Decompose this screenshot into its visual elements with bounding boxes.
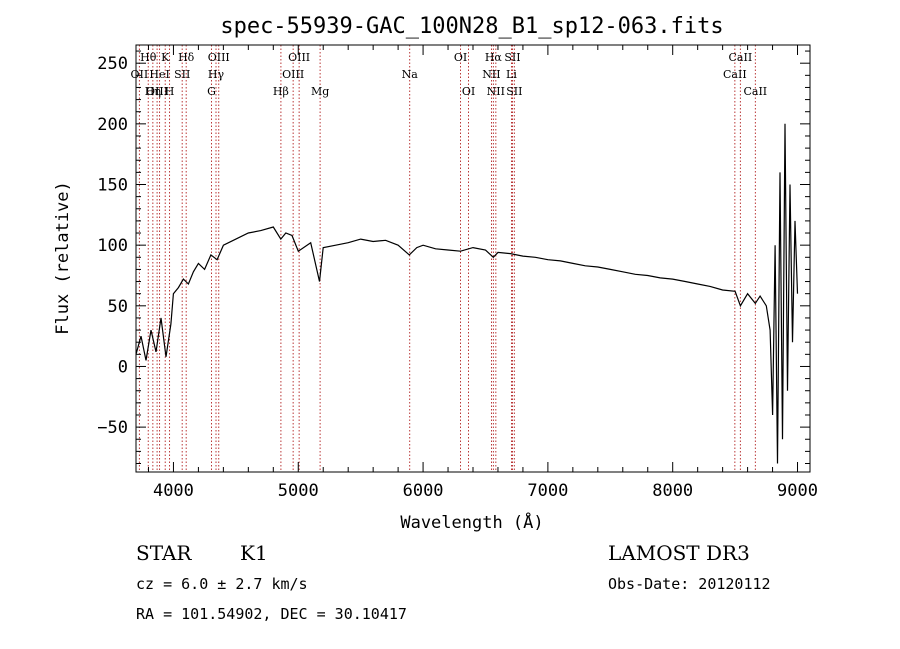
- survey-name: LAMOST DR3: [608, 541, 750, 565]
- line-label-14: Hβ: [273, 85, 289, 98]
- line-label-15: Mg: [311, 85, 329, 98]
- line-label-26: CaII: [723, 68, 747, 81]
- x-tick-label-4000: 4000: [153, 481, 194, 501]
- line-label-6: Hδ: [178, 51, 195, 64]
- x-tick-label-5000: 5000: [278, 481, 319, 501]
- line-label-10: Hγ: [208, 68, 225, 81]
- line-label-17: OI: [454, 51, 467, 64]
- coordinates: RA = 101.54902, DEC = 30.10417: [136, 605, 407, 623]
- line-label-25: CaII: [729, 51, 753, 64]
- line-label-20: NII: [482, 68, 500, 81]
- line-label-0: Hθ: [140, 51, 157, 64]
- line-label-24: SII: [506, 85, 522, 98]
- line-label-4: HeI: [149, 68, 169, 81]
- y-tick-label--50: −50: [97, 418, 128, 438]
- line-label-2: OIII: [146, 85, 168, 98]
- line-label-8: H: [165, 85, 175, 98]
- line-label-16: Na: [402, 68, 419, 81]
- line-label-19: Hα: [485, 51, 503, 64]
- y-tick-label-150: 150: [97, 176, 128, 196]
- line-label-13: OIII: [282, 68, 304, 81]
- x-tick-label-8000: 8000: [652, 481, 693, 501]
- spectrum-series-line: [135, 123, 799, 464]
- line-label-7: SII: [174, 68, 190, 81]
- line-label-9: OIII: [208, 51, 230, 64]
- line-label-22: SII: [504, 51, 520, 64]
- y-axis-ticks: −50 0 50 100 150 200 250: [97, 50, 810, 465]
- y-tick-label-0: 0: [118, 357, 128, 377]
- x-tick-label-9000: 9000: [777, 481, 818, 501]
- line-label-27: CaII: [743, 85, 767, 98]
- observation-date: Obs-Date: 20120112: [608, 575, 771, 593]
- line-label-5: Hη: [145, 85, 161, 98]
- line-label-1: OII: [131, 68, 149, 81]
- line-label-11: G: [207, 85, 216, 98]
- chart-title: spec-55939-GAC_100N28_B1_sp12-063.fits: [220, 14, 723, 39]
- line-label-21: NII: [487, 85, 505, 98]
- line-label-3: K: [161, 51, 170, 64]
- y-tick-label-250: 250: [97, 54, 128, 74]
- object-class: STAR: [136, 541, 192, 565]
- y-tick-label-50: 50: [108, 297, 128, 317]
- line-label-12: OIII: [288, 51, 310, 64]
- x-axis-label: Wavelength (Å): [400, 511, 543, 533]
- x-tick-label-7000: 7000: [527, 481, 568, 501]
- line-label-18: OI: [462, 85, 475, 98]
- spectral-line-markers: [138, 45, 756, 472]
- x-axis-ticks: 4000 5000 6000 7000 8000 9000: [147, 45, 818, 501]
- y-axis-label: Flux (relative): [53, 181, 73, 335]
- y-tick-label-200: 200: [97, 115, 128, 135]
- line-label-23: Li: [506, 68, 517, 81]
- redshift-value: cz = 6.0 ± 2.7 km/s: [136, 575, 308, 593]
- object-subclass: K1: [240, 541, 268, 565]
- y-tick-label-100: 100: [97, 236, 128, 256]
- plot-frame: [135, 44, 811, 473]
- x-tick-label-6000: 6000: [403, 481, 444, 501]
